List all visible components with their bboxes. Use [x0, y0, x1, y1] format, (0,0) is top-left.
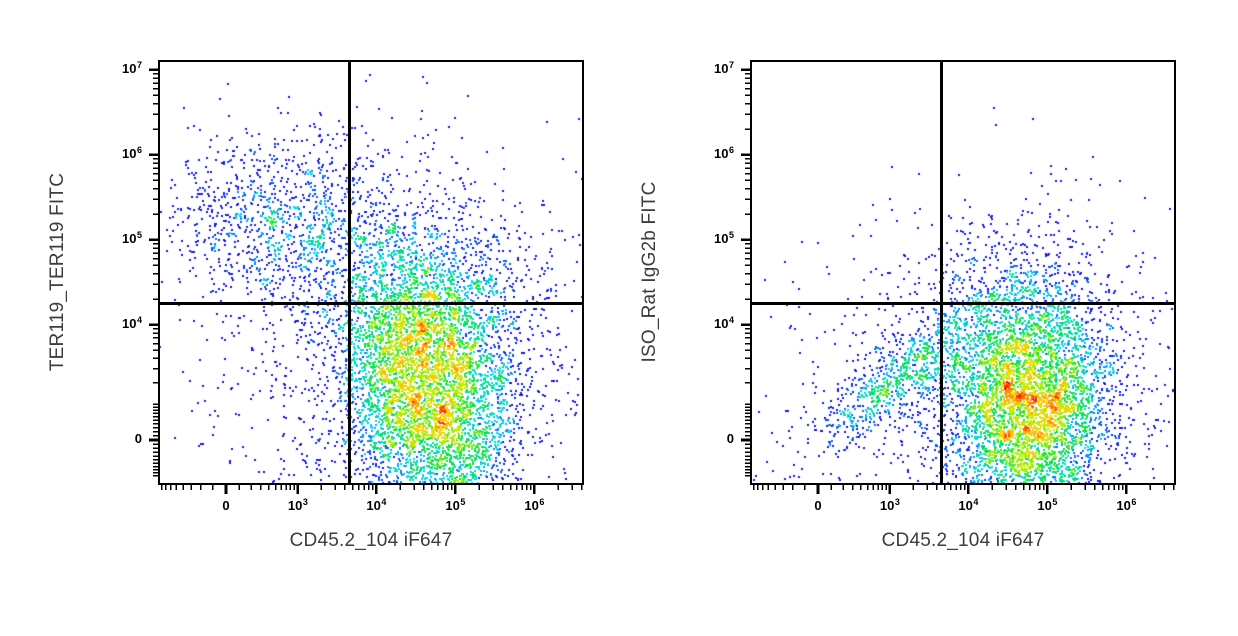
- x-axis-title: CD45.2_104 iF647: [289, 530, 453, 551]
- x-tick-label: 0: [814, 498, 822, 513]
- y-tick-label: 104: [714, 314, 734, 331]
- x-tick-label: 106: [1116, 497, 1137, 513]
- x-axis-ticks: [160, 485, 583, 494]
- plot-panel-right: 0 103 104 105 106 0 104 105 106 107 CD45.2_104 i…: [639, 60, 1176, 551]
- y-axis-title: ISO_Rat IgG2b FITC: [639, 181, 660, 363]
- density-scatter-canvas: [752, 62, 1174, 483]
- y-tick-label: 107: [122, 59, 142, 76]
- plot-area: [158, 60, 584, 485]
- y-axis-ticks: [741, 68, 750, 477]
- y-tick-label: 106: [714, 144, 734, 161]
- quadrant-gate-vertical: [348, 62, 352, 483]
- density-scatter-canvas: [160, 62, 582, 483]
- x-axis-ticks: [752, 485, 1175, 494]
- y-tick-label: 105: [122, 229, 142, 246]
- x-tick-label: 105: [1037, 497, 1058, 513]
- x-tick-label: 0: [222, 498, 230, 513]
- x-tick-label: 103: [879, 497, 900, 513]
- x-tick-label: 104: [958, 497, 979, 513]
- x-tick-label: 103: [287, 497, 308, 513]
- plot-panel-left: 0 103 104 105 106 0 104 105 106 107 CD45.2_104 i…: [47, 60, 584, 551]
- y-tick-label: 0: [726, 431, 734, 446]
- plot-area: [750, 60, 1176, 485]
- x-axis-title: CD45.2_104 iF647: [881, 530, 1045, 551]
- y-tick-label: 0: [134, 431, 142, 446]
- x-tick-label: 106: [524, 497, 545, 513]
- x-tick-label: 105: [445, 497, 466, 513]
- y-axis-ticks: [149, 68, 158, 477]
- y-tick-label: 105: [714, 229, 734, 246]
- quadrant-gate-horizontal: [160, 301, 582, 305]
- quadrant-gate-vertical: [940, 62, 944, 483]
- x-tick-label: 104: [366, 497, 387, 513]
- y-tick-label: 106: [122, 144, 142, 161]
- y-tick-label: 104: [122, 314, 142, 331]
- y-tick-label: 107: [714, 59, 734, 76]
- quadrant-gate-horizontal: [752, 301, 1174, 305]
- y-axis-title: TER119_TER119 FITC: [47, 172, 68, 372]
